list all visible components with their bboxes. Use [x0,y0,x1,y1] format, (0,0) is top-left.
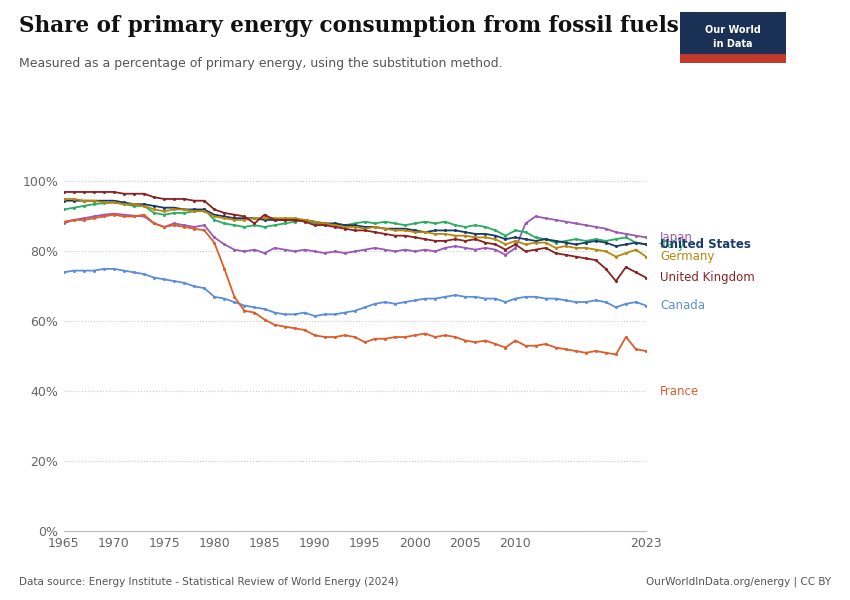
Text: Our World: Our World [706,25,761,35]
Bar [680,54,786,63]
Text: Measured as a percentage of primary energy, using the substitution method.: Measured as a percentage of primary ener… [19,57,502,70]
Bar [680,12,786,54]
Text: United Kingdom: United Kingdom [660,271,755,284]
Text: Germany: Germany [660,250,714,263]
Text: Italy: Italy [660,238,686,251]
Text: in Data: in Data [713,38,753,49]
Text: United States: United States [660,238,751,251]
Text: OurWorldInData.org/energy | CC BY: OurWorldInData.org/energy | CC BY [646,576,831,587]
Text: Share of primary energy consumption from fossil fuels: Share of primary energy consumption from… [19,15,678,37]
Text: Japan: Japan [660,231,693,244]
Text: France: France [660,385,699,398]
Text: Canada: Canada [660,299,705,312]
Text: Data source: Energy Institute - Statistical Review of World Energy (2024): Data source: Energy Institute - Statisti… [19,577,398,587]
